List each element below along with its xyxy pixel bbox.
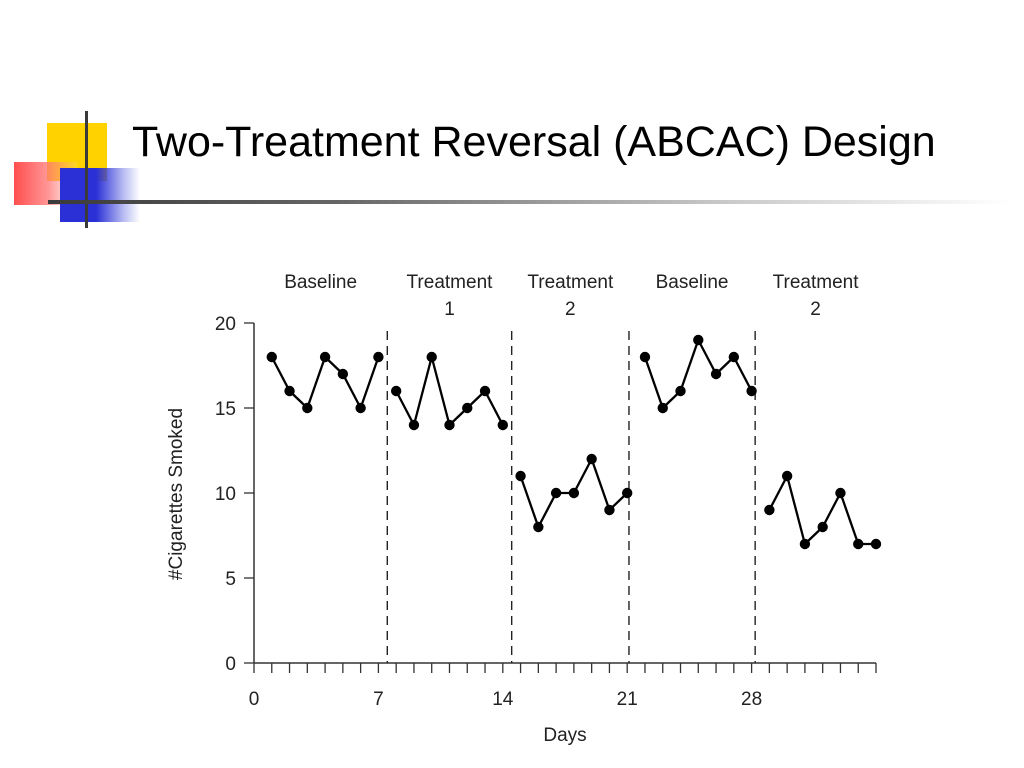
y-tick-label: 0 (225, 654, 236, 675)
phase-label: Baseline (284, 272, 357, 293)
data-points (266, 334, 882, 550)
x-tick-label: 0 (249, 689, 260, 710)
x-tick-label: 21 (617, 689, 638, 710)
phase-label: 2 (810, 299, 821, 320)
data-point (604, 504, 615, 516)
data-point (728, 351, 740, 363)
data-point (639, 351, 651, 363)
phase-labels: Baseline Treatment 1 Treatment 2 Baseline Trea… (284, 272, 859, 320)
phase-label: 1 (444, 299, 455, 320)
data-point (319, 351, 331, 363)
data-point (390, 385, 402, 397)
data-point (693, 334, 704, 346)
data-point (622, 487, 633, 499)
data-point (462, 402, 473, 414)
series-lines (270, 338, 876, 546)
data-point (266, 351, 277, 363)
data-point (746, 385, 757, 397)
phase-label: Baseline (656, 272, 729, 293)
chart-axes: 0 7 14 21 28 0 5 10 15 20 (215, 314, 877, 710)
decor-blue-square (60, 168, 140, 222)
data-point (302, 402, 313, 414)
y-axis-label: #Cigarettes Smoked (166, 408, 187, 580)
decor-vertical-rule (85, 111, 88, 228)
data-point (408, 419, 420, 431)
series-line (270, 355, 380, 410)
x-tick-label: 14 (492, 689, 514, 710)
x-tick-label: 7 (373, 689, 384, 710)
data-point (515, 470, 526, 482)
data-point (835, 487, 846, 499)
slide-title: Two-Treatment Reversal (ABCAC) Design (132, 118, 936, 166)
data-point (853, 538, 864, 550)
phase-label: Treatment (773, 272, 860, 293)
data-point (657, 402, 668, 414)
series-line (643, 338, 753, 410)
data-point (337, 368, 349, 380)
data-point (870, 538, 882, 550)
data-point (426, 351, 437, 363)
data-point (284, 385, 295, 397)
title-underline-rule (48, 200, 1010, 204)
data-point (373, 351, 384, 363)
y-tick-label: 10 (215, 484, 236, 505)
data-point (799, 538, 811, 550)
data-point (479, 385, 491, 397)
data-point (675, 385, 686, 397)
series-line (768, 474, 876, 546)
data-point (568, 487, 580, 499)
data-point (355, 402, 366, 414)
phase-label: Treatment (527, 272, 614, 293)
data-point (497, 419, 508, 431)
data-point (710, 368, 722, 380)
data-point (817, 521, 828, 533)
data-point (444, 419, 455, 431)
phase-label: Treatment (407, 272, 494, 293)
data-point (764, 504, 775, 516)
x-tick-label: 28 (741, 689, 762, 710)
data-point (533, 521, 544, 533)
data-point (586, 453, 597, 465)
y-tick-label: 5 (225, 569, 236, 590)
data-point (550, 487, 562, 499)
y-tick-label: 15 (215, 399, 236, 420)
data-point (781, 470, 793, 482)
phase-label: 2 (565, 299, 576, 320)
y-tick-label: 20 (215, 314, 236, 335)
x-axis-label: Days (543, 725, 586, 746)
